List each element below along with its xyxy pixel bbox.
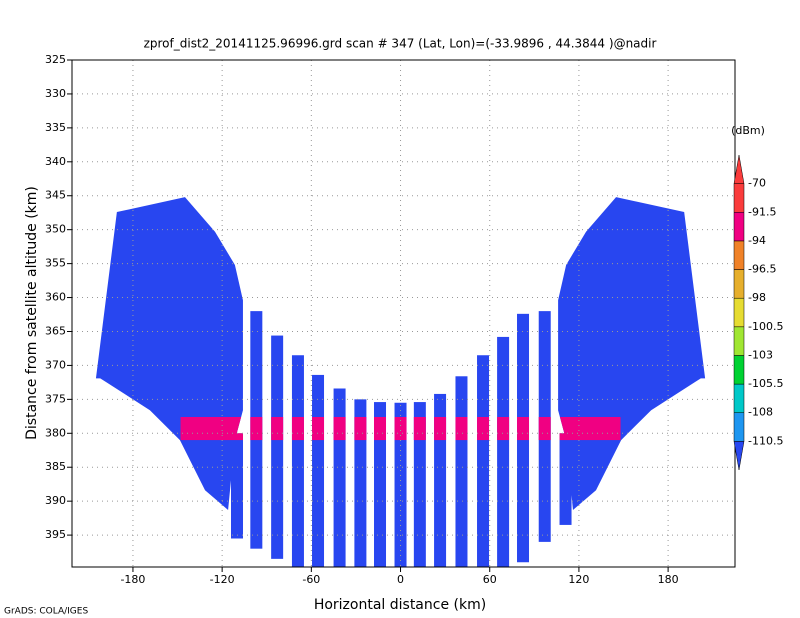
x-tick-label: 180 (658, 573, 679, 586)
x-tick-label: 60 (483, 573, 497, 586)
beam (231, 433, 244, 539)
colorbar-swatch (733, 383, 745, 413)
beam (333, 388, 346, 567)
colorbar-swatch (733, 355, 745, 385)
y-tick-label: 385 (45, 460, 66, 473)
y-tick-label: 325 (45, 53, 66, 66)
y-tick-label: 345 (45, 189, 66, 202)
beam (497, 336, 510, 567)
colorbar-label: -100.5 (748, 320, 783, 333)
y-tick-label: 360 (45, 291, 66, 304)
y-tick-label: 340 (45, 155, 66, 168)
x-axis-label: Horizontal distance (km) (314, 597, 486, 613)
colorbar-swatch (733, 297, 745, 328)
colorbar-swatch (733, 412, 745, 442)
y-tick-label: 365 (45, 324, 66, 337)
colorbar-label: -103 (748, 348, 773, 361)
colorbar-swatch (733, 154, 745, 184)
y-tick-label: 335 (45, 121, 66, 134)
y-tick-label: 330 (45, 87, 66, 100)
x-tick-label: 0 (397, 573, 404, 586)
beam (413, 402, 426, 567)
colorbar-swatch (733, 240, 745, 270)
x-tick-label: -180 (120, 573, 145, 586)
beam (374, 402, 387, 567)
colorbar-swatch (733, 183, 745, 213)
beam (559, 433, 572, 525)
x-tick-label: -120 (210, 573, 235, 586)
y-tick-label: 375 (45, 392, 66, 405)
colorbar-label: -105.5 (748, 377, 783, 390)
colorbar-label: -108 (748, 406, 773, 419)
x-tick-label: 120 (568, 573, 589, 586)
beam (312, 374, 325, 567)
beam (394, 402, 407, 567)
beam (455, 376, 468, 567)
y-axis-label: Distance from satellite altitude (km) (24, 186, 40, 440)
colorbar-swatch (733, 326, 745, 356)
y-tick-label: 395 (45, 528, 66, 541)
colorbar-label: -70 (748, 177, 766, 190)
beam (354, 399, 367, 567)
y-tick-label: 380 (45, 426, 66, 439)
footer: GrADS: COLA/IGES (4, 607, 88, 617)
colorbar-unit: (dBm) (731, 124, 765, 137)
colorbar-label: -110.5 (748, 434, 783, 447)
chart-title: zprof_dist2_20141125.96996.grd scan # 34… (144, 37, 657, 51)
colorbar-label: -94 (748, 234, 766, 247)
beam (477, 355, 490, 567)
y-tick-label: 350 (45, 223, 66, 236)
y-tick-label: 390 (45, 494, 66, 507)
colorbar-swatch (733, 212, 745, 242)
colorbar-label: -91.5 (748, 205, 776, 218)
colorbar-label: -96.5 (748, 263, 776, 276)
fan-region (95, 197, 243, 510)
beam (291, 355, 304, 567)
y-tick-label: 370 (45, 358, 66, 371)
colorbar-swatch (733, 269, 745, 299)
y-tick-label: 355 (45, 257, 66, 270)
colorbar-label: -98 (748, 291, 766, 304)
x-tick-label: -60 (302, 573, 320, 586)
fan-region (558, 197, 706, 510)
beam (271, 335, 284, 559)
